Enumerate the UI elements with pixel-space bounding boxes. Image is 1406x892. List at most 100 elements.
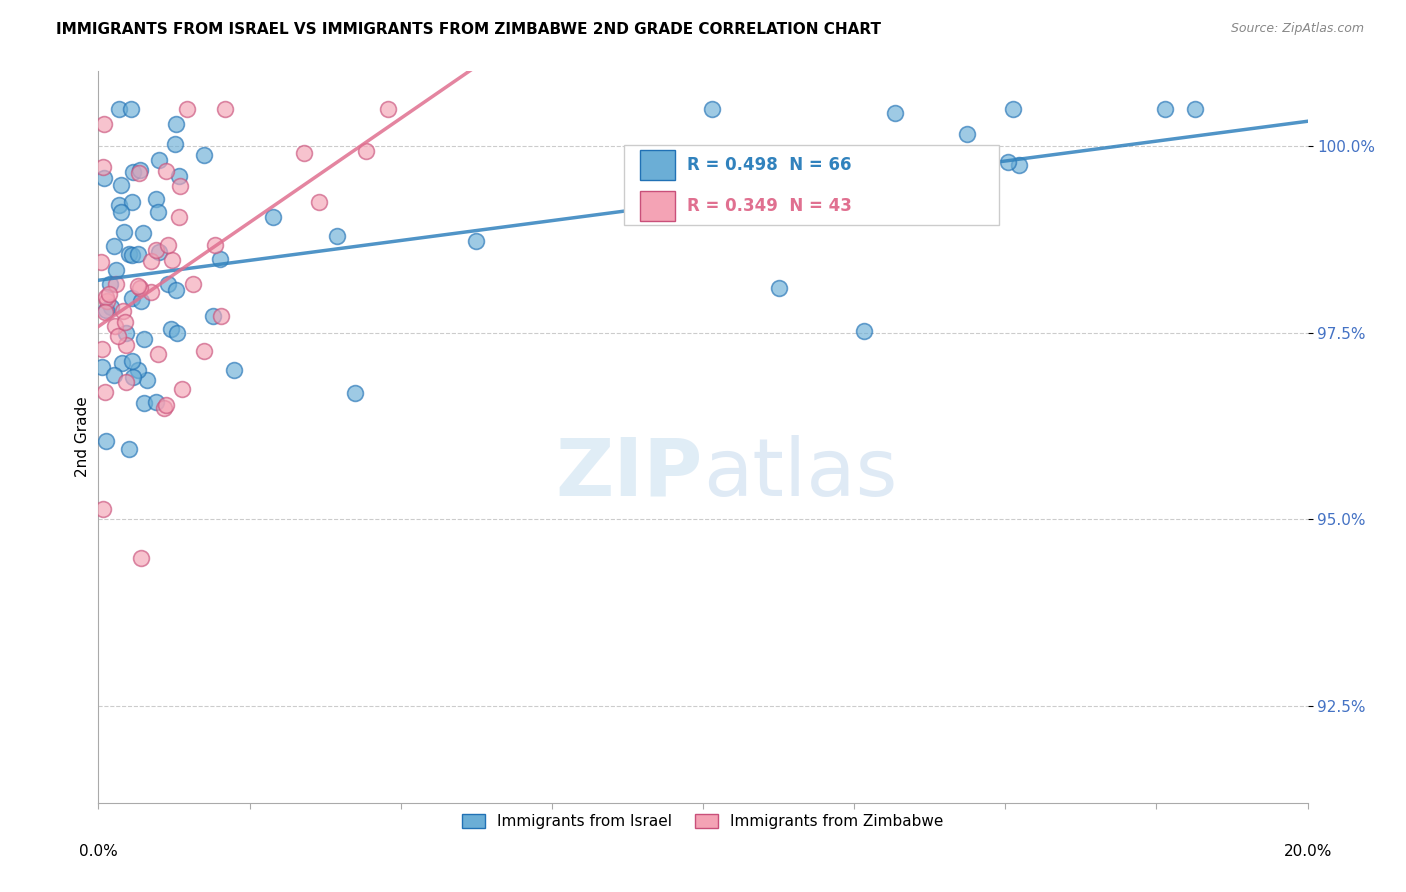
Point [96,303,118,318]
Point [98,277,121,291]
Point [884,106,907,120]
Point [145,243,167,257]
Text: R = 0.349  N = 43: R = 0.349 N = 43 [688,197,852,215]
Point [93,118,115,132]
Point [377,102,399,116]
Point [91,359,114,374]
Point [132,226,155,240]
Point [209,252,232,266]
Point [128,281,150,295]
Point [128,163,150,178]
Point [100,301,122,315]
Y-axis label: 2nd Grade: 2nd Grade [75,397,90,477]
Point [1184,102,1206,116]
Point [96,294,118,309]
Point [343,386,366,401]
Point [214,102,236,116]
Point [1001,102,1024,116]
Point [176,102,198,116]
Text: 20.0%: 20.0% [1284,844,1331,859]
Point [127,363,149,377]
Point [93,170,115,185]
Point [111,356,134,370]
Point [134,396,156,410]
Point [121,195,143,210]
Point [103,239,125,253]
Point [166,326,188,341]
Point [115,337,138,351]
Point [209,309,232,323]
Point [104,262,127,277]
Point [107,198,129,212]
Point [135,373,157,387]
Point [181,277,204,292]
Point [91,343,114,357]
Point [222,362,245,376]
Point [169,179,191,194]
Point [118,442,141,457]
Point [145,394,167,409]
Point [114,315,136,329]
Point [141,285,163,300]
Point [112,225,135,239]
FancyBboxPatch shape [640,191,675,221]
Point [155,164,177,178]
Point [128,165,150,179]
Point [115,376,138,390]
Point [108,102,131,116]
FancyBboxPatch shape [640,150,675,180]
Point [465,234,488,248]
Point [120,102,142,116]
Point [160,253,183,268]
Point [204,237,226,252]
Point [326,228,349,243]
Text: 0.0%: 0.0% [79,844,118,859]
Point [129,293,152,308]
Point [201,309,224,323]
Point [121,248,143,262]
Point [157,277,180,292]
Point [141,253,163,268]
Point [159,322,181,336]
Point [114,326,136,340]
Point [91,161,114,175]
Point [127,247,149,261]
Point [98,286,121,301]
Point [107,328,129,343]
Point [94,434,117,448]
Point [700,102,723,116]
Point [292,146,315,161]
Point [167,210,190,224]
Point [121,292,143,306]
Point [148,153,170,168]
Point [148,245,170,260]
Point [117,247,139,261]
Point [1153,102,1175,116]
Point [768,281,790,295]
Point [852,324,875,338]
Point [121,369,143,384]
Point [1007,158,1029,172]
Point [122,165,145,179]
Legend: Immigrants from Israel, Immigrants from Zimbabwe: Immigrants from Israel, Immigrants from … [456,808,950,836]
Point [665,158,688,172]
Point [165,283,187,297]
Point [93,305,115,319]
Point [956,128,979,142]
Point [165,117,187,131]
Point [104,319,127,334]
Point [155,398,177,412]
Point [94,385,117,400]
Point [262,210,284,224]
Point [90,255,112,269]
Text: R = 0.498  N = 66: R = 0.498 N = 66 [688,156,852,174]
Point [157,238,180,252]
Point [936,202,959,217]
Text: Source: ZipAtlas.com: Source: ZipAtlas.com [1230,22,1364,36]
Point [146,347,169,361]
Point [193,148,215,162]
Point [105,277,128,291]
Point [146,205,169,219]
Point [134,332,156,346]
Text: ZIP: ZIP [555,434,703,513]
